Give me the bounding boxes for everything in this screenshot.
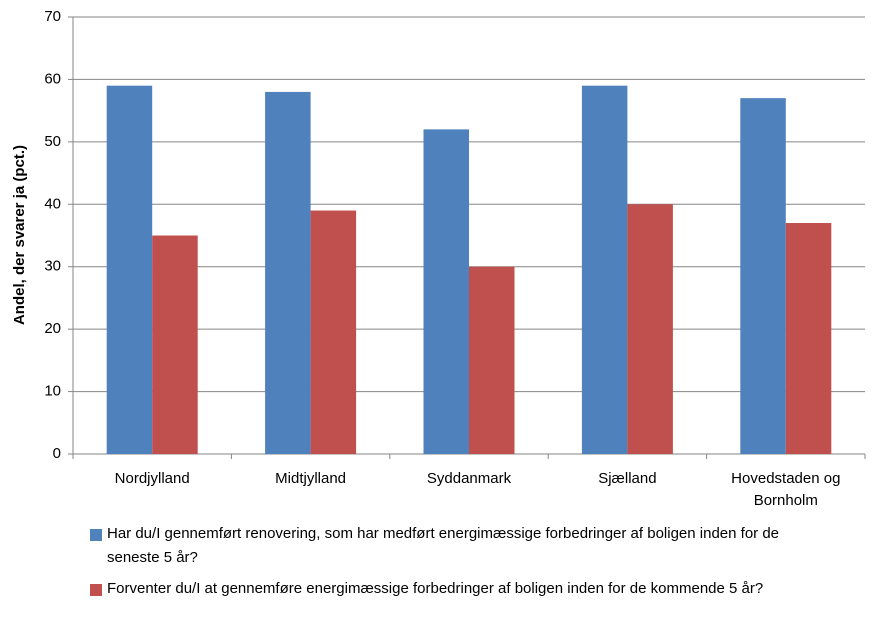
y-tick-label: 0 <box>53 445 61 462</box>
x-tick-label: Sjælland <box>598 470 657 487</box>
bar <box>627 204 673 454</box>
y-tick-label: 60 <box>44 70 61 87</box>
y-tick-label: 30 <box>44 258 61 275</box>
y-tick-label: 20 <box>44 320 61 337</box>
legend-item: Forventer du/I at gennemføre energimæssi… <box>90 577 820 601</box>
x-tick-label: Midtjylland <box>275 470 347 487</box>
legend-label: Har du/I gennemført renovering, som har … <box>107 525 780 566</box>
bar <box>152 235 198 454</box>
legend: Har du/I gennemført renovering, som har … <box>90 522 820 608</box>
y-tick-label: 40 <box>44 195 61 212</box>
legend-swatch <box>90 584 102 596</box>
legend-item: Har du/I gennemført renovering, som har … <box>90 522 820 570</box>
x-tick-label: Nordjylland <box>114 470 190 487</box>
x-tick-label: Hovedstaden og Bornholm <box>731 470 841 509</box>
bar <box>785 223 832 454</box>
bar <box>469 266 515 454</box>
y-tick-label: 70 <box>44 8 61 25</box>
legend-swatch <box>90 529 102 541</box>
y-tick-label: 50 <box>44 133 61 150</box>
bar <box>740 98 786 455</box>
bar <box>581 85 628 455</box>
bar <box>106 85 153 455</box>
bar <box>310 210 357 454</box>
bar <box>265 91 311 455</box>
x-tick-label: Syddanmark <box>426 470 512 487</box>
y-axis-title: Andel, der svarer ja (pct.) <box>11 145 28 325</box>
y-tick-label: 10 <box>44 383 61 400</box>
bar <box>423 129 469 454</box>
legend-label: Forventer du/I at gennemføre energimæssi… <box>107 580 764 597</box>
